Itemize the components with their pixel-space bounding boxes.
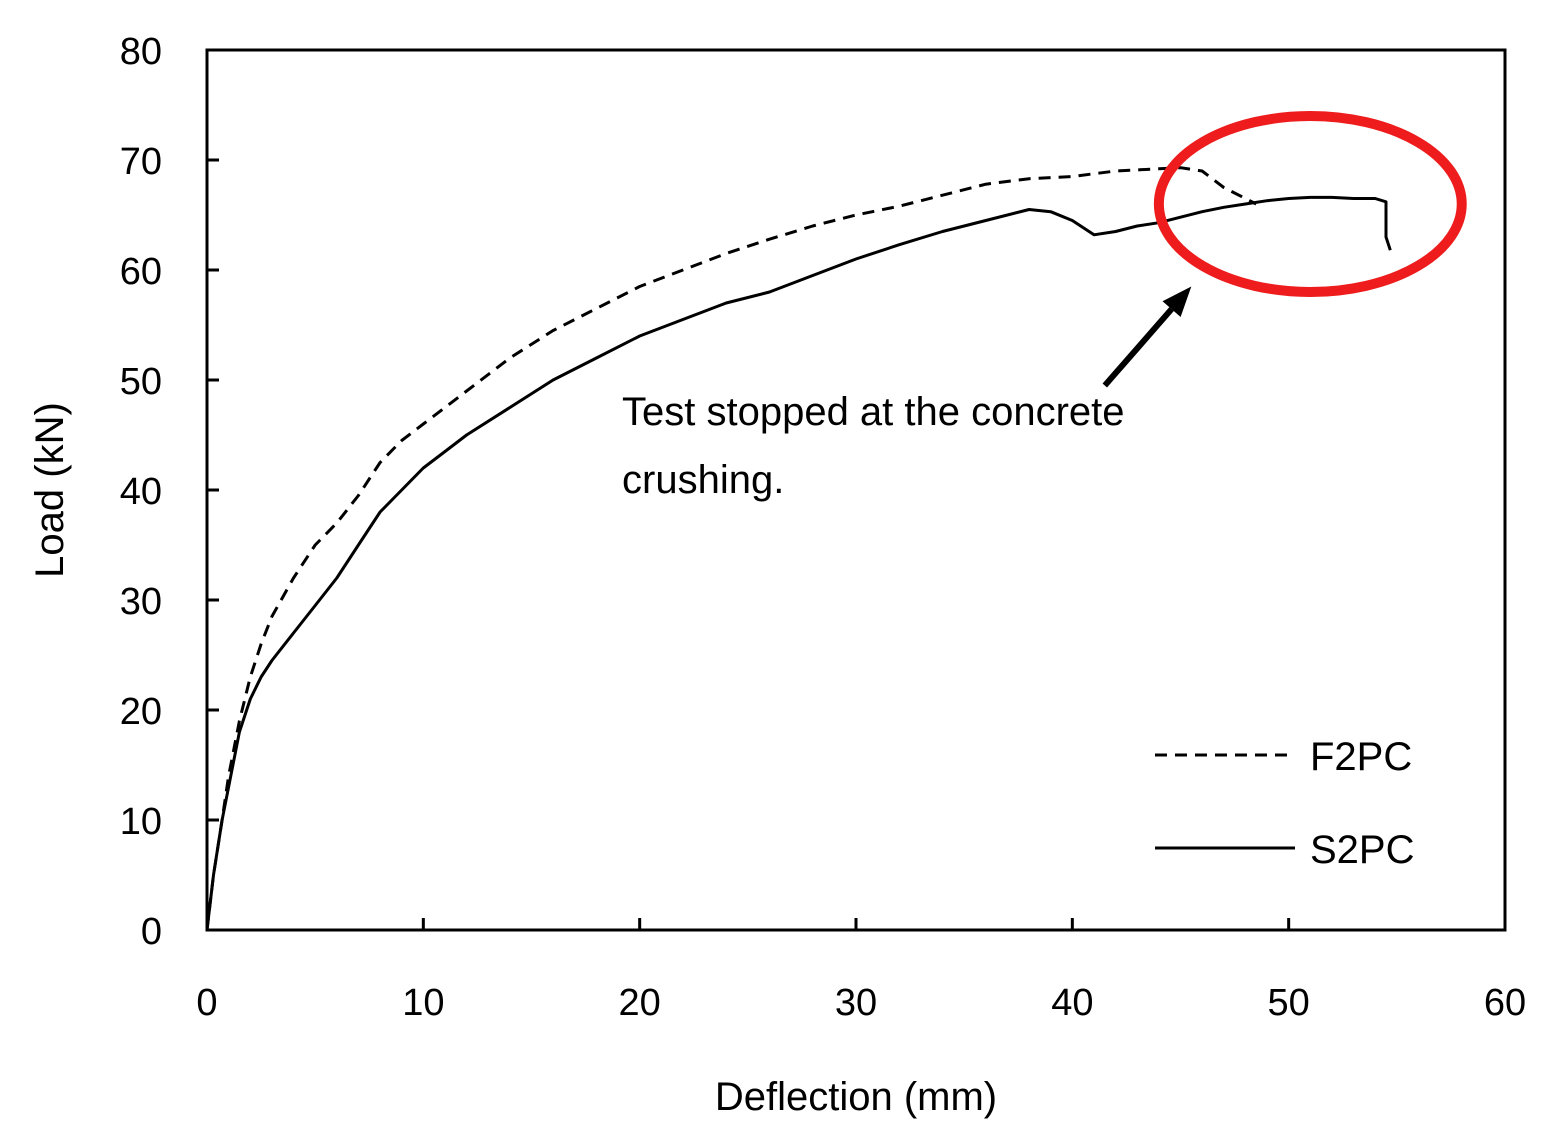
legend: F2PC S2PC <box>1155 735 1415 872</box>
plot-layer <box>205 166 1392 931</box>
y-tick-label: 40 <box>120 471 162 513</box>
y-tick-label: 60 <box>120 251 162 293</box>
y-tick-label: 20 <box>120 691 162 733</box>
series-line-f2pc <box>205 166 1257 931</box>
y-tick-label: 80 <box>120 31 162 73</box>
x-tick-label: 60 <box>1484 982 1526 1024</box>
highlight-ellipse <box>1153 111 1467 297</box>
legend-label-s2pc: S2PC <box>1310 828 1415 872</box>
x-tick-label: 50 <box>1268 982 1310 1024</box>
x-tick-label: 10 <box>402 982 444 1024</box>
annotation-text-line: crushing. <box>622 458 784 502</box>
y-tick-label: 10 <box>120 801 162 843</box>
legend-label-f2pc: F2PC <box>1310 735 1412 779</box>
annotation-text-line: Test stopped at the concrete <box>622 390 1125 434</box>
annotation: Test stopped at the concrete crushing. <box>622 111 1467 502</box>
series-line-s2pc <box>205 195 1392 931</box>
annotation-arrow-head <box>1162 286 1192 317</box>
x-tick-label: 40 <box>1051 982 1093 1024</box>
x-tick-label: 30 <box>835 982 877 1024</box>
axis-layer: 0 10 20 30 40 50 60 0 10 20 30 40 50 60 70 80 Deflection… <box>28 31 1526 1119</box>
x-axis-title: Deflection (mm) <box>715 1075 997 1119</box>
y-axis-title: Load (kN) <box>28 402 72 578</box>
annotation-arrow-shaft <box>1102 307 1174 388</box>
y-tick-label: 30 <box>120 581 162 623</box>
y-tick-label: 50 <box>120 361 162 403</box>
y-tick-label: 70 <box>120 141 162 183</box>
x-tick-label: 0 <box>196 982 217 1024</box>
x-tick-label: 20 <box>619 982 661 1024</box>
y-tick-label: 0 <box>141 911 162 953</box>
